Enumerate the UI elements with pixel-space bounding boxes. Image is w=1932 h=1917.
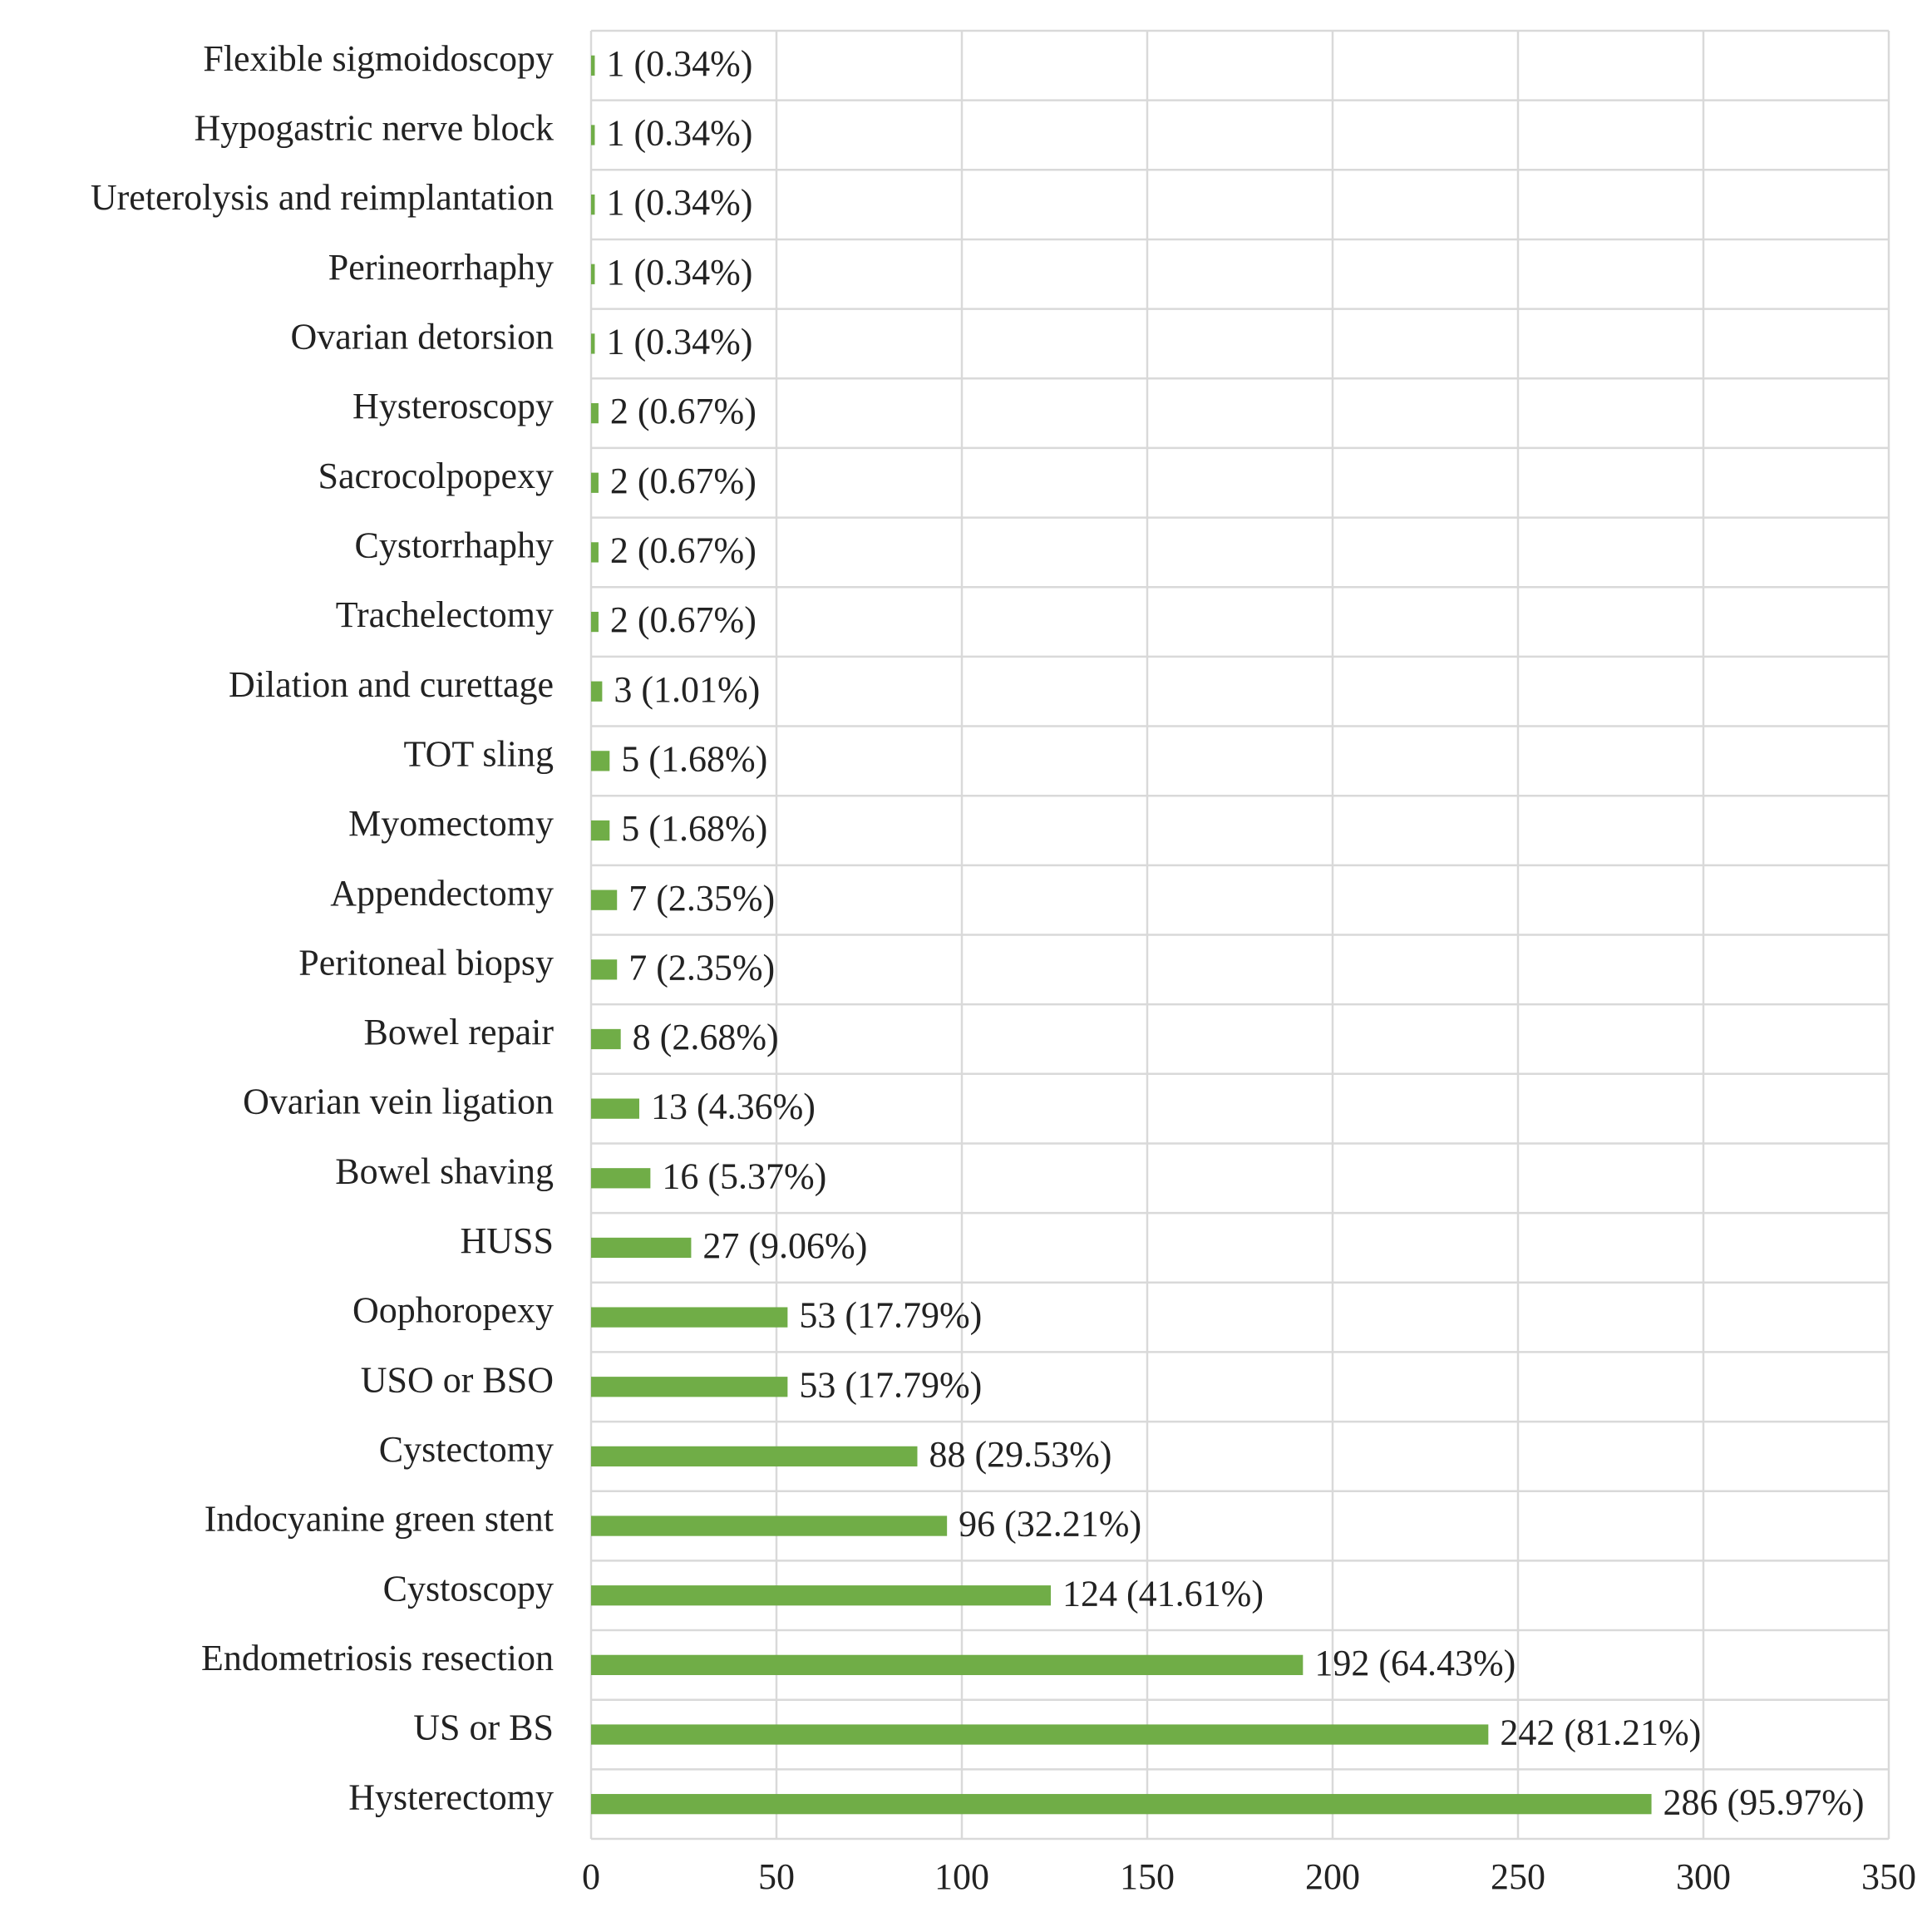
- data-label: 53 (17.79%): [799, 1364, 982, 1405]
- y-tick-label: Hypogastric nerve block: [194, 108, 554, 149]
- bar: [591, 1724, 1489, 1745]
- data-label: 1 (0.34%): [606, 182, 752, 223]
- data-label: 8 (2.68%): [633, 1017, 779, 1057]
- y-tick-label: Peritoneal biopsy: [298, 942, 554, 983]
- bar: [591, 890, 618, 910]
- data-label: 5 (1.68%): [621, 738, 767, 779]
- data-label: 124 (41.61%): [1062, 1573, 1264, 1614]
- x-tick-label: 0: [582, 1856, 600, 1897]
- y-tick-label: Appendectomy: [330, 873, 554, 914]
- data-label: 16 (5.37%): [662, 1156, 826, 1196]
- y-tick-label: Hysteroscopy: [352, 386, 554, 426]
- x-tick-label: 50: [758, 1856, 795, 1897]
- bar: [591, 820, 610, 841]
- x-tick-label: 350: [1861, 1856, 1916, 1897]
- bar: [591, 1377, 788, 1397]
- y-tick-label: Flexible sigmoidoscopy: [203, 38, 554, 79]
- y-tick-label: Indocyanine green stent: [205, 1499, 554, 1540]
- y-tick-label: Bowel repair: [364, 1012, 554, 1052]
- bar: [591, 55, 595, 76]
- y-tick-label: Cystorrhaphy: [354, 525, 554, 565]
- bar: [591, 1794, 1652, 1815]
- bar: [591, 1307, 788, 1328]
- bar: [591, 542, 599, 563]
- y-tick-label: Perineorrhaphy: [328, 247, 554, 288]
- data-label: 2 (0.67%): [610, 599, 757, 640]
- data-label: 7 (2.35%): [628, 947, 775, 988]
- y-tick-label: Sacrocolpopexy: [318, 456, 554, 496]
- data-label: 1 (0.34%): [606, 322, 752, 362]
- y-tick-label: USO or BSO: [361, 1359, 554, 1400]
- y-tick-label: Ovarian detorsion: [291, 317, 554, 357]
- data-label: 27 (9.06%): [702, 1225, 867, 1266]
- bar: [591, 1237, 692, 1259]
- bar: [591, 1098, 639, 1119]
- bar: [591, 333, 595, 354]
- data-label: 192 (64.43%): [1314, 1643, 1516, 1683]
- bar: [591, 402, 599, 424]
- bar: [591, 472, 599, 493]
- y-tick-label: Trachelectomy: [336, 594, 554, 635]
- data-label: 13 (4.36%): [651, 1087, 816, 1127]
- y-tick-label: Cystectomy: [379, 1429, 554, 1470]
- data-label: 1 (0.34%): [606, 113, 752, 154]
- bar: [591, 1168, 651, 1189]
- data-label: 53 (17.79%): [799, 1295, 982, 1336]
- data-label: 7 (2.35%): [628, 878, 775, 919]
- bar: [591, 1446, 918, 1467]
- y-tick-label: TOT sling: [403, 733, 554, 774]
- y-tick-label: Cystoscopy: [383, 1568, 554, 1609]
- bar: [591, 125, 595, 145]
- x-tick-label: 300: [1676, 1856, 1731, 1897]
- y-tick-label: Bowel shaving: [335, 1151, 554, 1191]
- data-label: 2 (0.67%): [610, 530, 757, 570]
- data-label: 2 (0.67%): [610, 391, 757, 431]
- data-label: 3 (1.01%): [614, 669, 760, 710]
- bar: [591, 264, 595, 284]
- data-label: 1 (0.34%): [606, 43, 752, 84]
- bar: [591, 681, 603, 702]
- bar: [591, 1585, 1052, 1606]
- bar: [591, 751, 610, 771]
- y-tick-label: Ovarian vein ligation: [243, 1082, 554, 1122]
- x-tick-label: 200: [1305, 1856, 1360, 1897]
- x-tick-label: 250: [1491, 1856, 1545, 1897]
- y-tick-label: US or BS: [413, 1708, 554, 1748]
- bar: [591, 611, 599, 633]
- y-tick-label: Endometriosis resection: [201, 1638, 554, 1678]
- x-tick-label: 150: [1120, 1856, 1175, 1897]
- data-label: 1 (0.34%): [606, 252, 752, 293]
- y-tick-label: HUSS: [461, 1220, 554, 1261]
- y-tick-label: Hysterectomy: [348, 1777, 554, 1817]
- data-label: 242 (81.21%): [1500, 1712, 1701, 1753]
- y-tick-label: Dilation and curettage: [229, 664, 554, 705]
- bar: [591, 959, 618, 980]
- y-tick-label: Oophoropexy: [352, 1290, 554, 1331]
- bar: [591, 195, 595, 215]
- data-label: 88 (29.53%): [929, 1434, 1111, 1475]
- data-label: 96 (32.21%): [959, 1504, 1141, 1545]
- bar: [591, 1515, 948, 1536]
- data-label: 5 (1.68%): [621, 808, 767, 849]
- x-tick-label: 100: [934, 1856, 989, 1897]
- y-tick-label: Ureterolysis and reimplantation: [91, 177, 554, 218]
- data-label: 286 (95.97%): [1663, 1781, 1865, 1822]
- bar: [591, 1654, 1304, 1675]
- data-label: 2 (0.67%): [610, 461, 757, 501]
- bar: [591, 1028, 621, 1050]
- y-tick-label: Myomectomy: [348, 803, 554, 844]
